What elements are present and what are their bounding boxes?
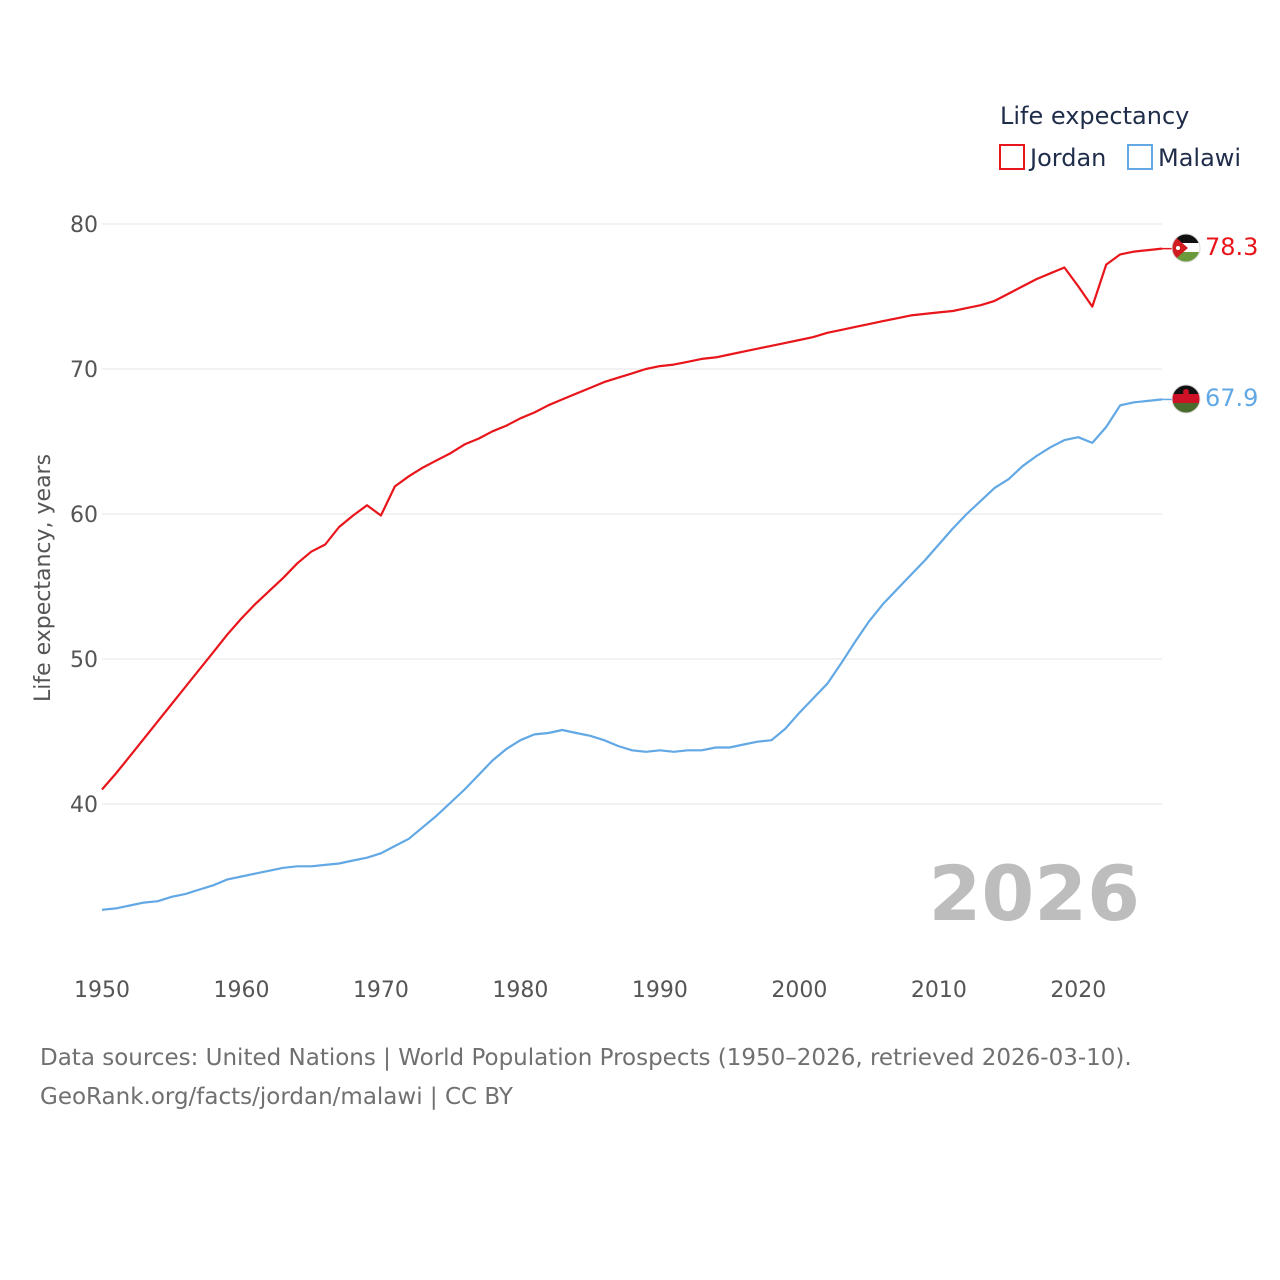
series-line-jordan[interactable] [101, 247, 1163, 791]
legend-label-malawi[interactable]: Malawi [1158, 144, 1241, 172]
gridlines [102, 223, 1162, 805]
x-tick-label: 1960 [213, 978, 269, 1003]
x-tick-label: 1980 [492, 978, 548, 1003]
y-tick-label: 50 [70, 648, 98, 673]
footer-sources: Data sources: United Nations | World Pop… [40, 1045, 1132, 1071]
x-tick-label: 1950 [74, 978, 130, 1003]
jordan-flag-border [1171, 233, 1201, 263]
footer-attribution[interactable]: GeoRank.org/facts/jordan/malawi | CC BY [40, 1084, 513, 1110]
y-tick-label: 40 [70, 793, 98, 818]
legend-swatch-jordan[interactable] [999, 144, 1025, 170]
series-line-malawi[interactable] [101, 398, 1163, 911]
malawi-flag-border [1171, 384, 1201, 414]
y-axis-label: Life expectancy, years [31, 454, 56, 702]
jordan-flag-icon [1172, 234, 1200, 262]
x-tick-label: 2020 [1050, 978, 1106, 1003]
legend-label-jordan[interactable]: Jordan [1028, 144, 1106, 172]
end-value-label-jordan: 78.3 [1205, 233, 1258, 261]
y-tick-label: 80 [70, 213, 98, 238]
legend-title: Life expectancy [1000, 102, 1189, 130]
y-tick-label: 60 [70, 503, 98, 528]
series-lines [101, 247, 1163, 911]
current-year-label: 2026 [928, 849, 1140, 938]
end-value-label-malawi: 67.9 [1205, 384, 1258, 412]
malawi-flag-icon [1172, 385, 1200, 413]
y-axis-ticks: 40 50 60 70 80 [70, 213, 98, 818]
x-tick-label: 2010 [911, 978, 967, 1003]
legend: Life expectancy Jordan Malawi [999, 102, 1241, 172]
legend-swatch-malawi[interactable] [1127, 144, 1153, 170]
x-tick-label: 1990 [632, 978, 688, 1003]
y-tick-label: 70 [70, 358, 98, 383]
x-axis-ticks: 1950 1960 1970 1980 1990 2000 2010 2020 [74, 978, 1106, 1003]
x-tick-label: 2000 [771, 978, 827, 1003]
x-tick-label: 1970 [353, 978, 409, 1003]
